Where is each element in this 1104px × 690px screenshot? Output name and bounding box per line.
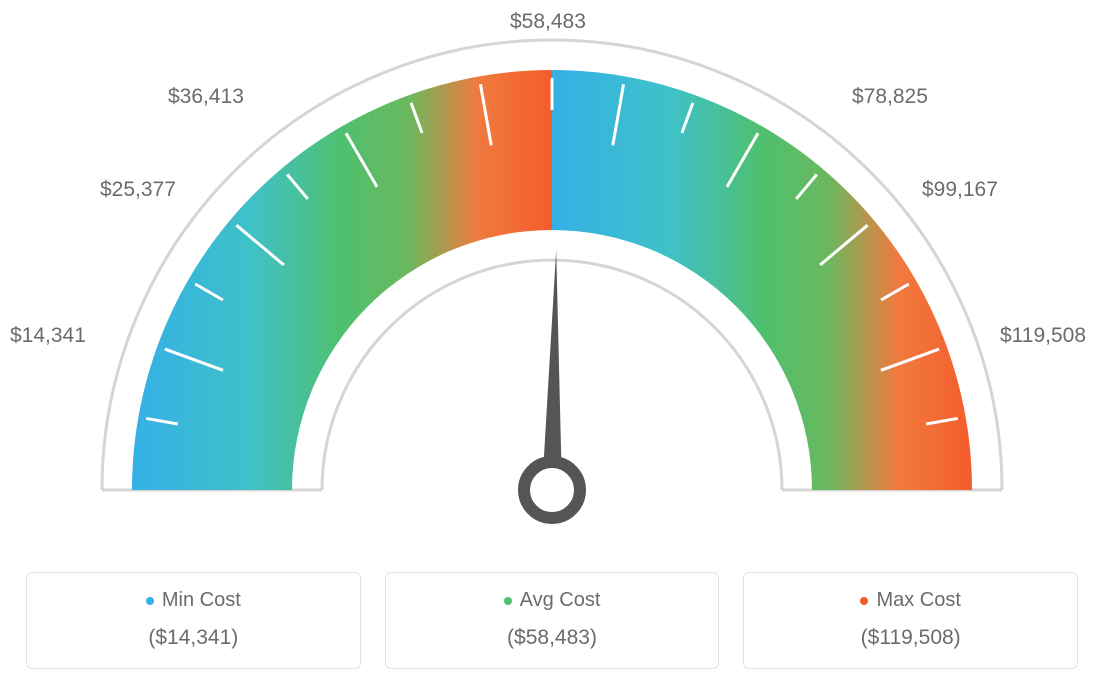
gauge-tick-label: $99,167: [922, 178, 998, 202]
gauge-area: $14,341 $25,377 $36,413 $58,483 $78,825 …: [0, 0, 1104, 560]
bullet-icon: [504, 597, 512, 605]
legend-title: Max Cost: [754, 589, 1067, 612]
bullet-icon: [860, 597, 868, 605]
legend-title-text: Max Cost: [876, 589, 960, 612]
legend-card-avg: Avg Cost ($58,483): [385, 572, 720, 669]
gauge-tick-label: $119,508: [1000, 324, 1086, 348]
legend-title: Avg Cost: [396, 589, 709, 612]
legend-card-min: Min Cost ($14,341): [26, 572, 361, 669]
legend-title-text: Min Cost: [162, 589, 241, 612]
gauge-tick-label: $25,377: [100, 178, 176, 202]
legend-card-max: Max Cost ($119,508): [743, 572, 1078, 669]
legend-value: ($58,483): [396, 626, 709, 650]
gauge-tick-label: $14,341: [10, 324, 86, 348]
gauge-tick-label: $58,483: [510, 10, 586, 34]
gauge-tick-label: $78,825: [852, 85, 928, 109]
legend-title-text: Avg Cost: [520, 589, 601, 612]
gauge-svg: [0, 0, 1104, 560]
legend-value: ($14,341): [37, 626, 350, 650]
cost-gauge-chart: $14,341 $25,377 $36,413 $58,483 $78,825 …: [0, 0, 1104, 690]
legend-row: Min Cost ($14,341) Avg Cost ($58,483) Ma…: [26, 572, 1078, 669]
gauge-tick-label: $36,413: [168, 85, 244, 109]
bullet-icon: [146, 597, 154, 605]
legend-title: Min Cost: [37, 589, 350, 612]
legend-value: ($119,508): [754, 626, 1067, 650]
